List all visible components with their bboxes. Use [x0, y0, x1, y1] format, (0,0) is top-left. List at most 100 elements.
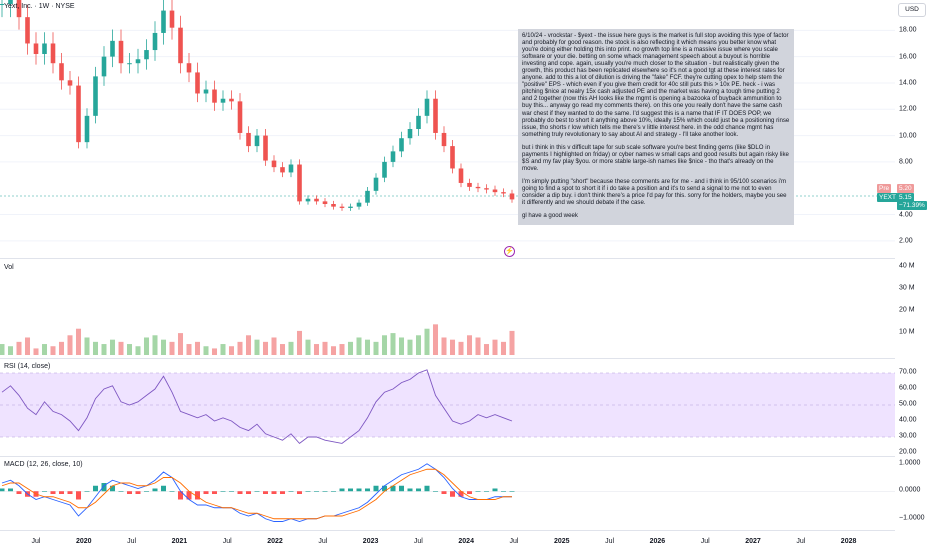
price-candle — [331, 204, 336, 207]
time-axis[interactable]: Jul 2020 Jul 2021 Jul 2022 Jul 2023 Jul 2024 Jul 20… — [0, 530, 895, 551]
macd-chart[interactable] — [0, 457, 895, 531]
volume-bar — [41, 344, 48, 355]
macd-histogram-bar — [237, 491, 243, 494]
macd-histogram-bar — [424, 485, 430, 492]
time-month-label: Jul — [222, 538, 232, 545]
macd-histogram-bar — [449, 491, 456, 497]
price-candle — [356, 202, 362, 207]
ticker-label: YEXT — [879, 194, 896, 201]
price-tick-label: 2.00 — [899, 237, 913, 245]
macd-tick-label: −1.0000 — [899, 514, 925, 522]
macd-histogram-bar — [373, 485, 379, 492]
rsi-tick-label: 40.00 — [899, 416, 917, 424]
currency-button[interactable]: USD — [898, 3, 926, 17]
macd-histogram-bar — [186, 491, 192, 500]
macd-pane[interactable]: MACD (12, 26, close, 10) — [0, 456, 895, 531]
volume-tick-label: 20 M — [899, 306, 915, 314]
time-month-label: Jul — [700, 538, 710, 545]
price-candle — [348, 206, 353, 208]
rsi-pane[interactable]: RSI (14, close) — [0, 358, 895, 457]
macd-histogram-bar — [211, 491, 218, 494]
volume-bar — [424, 328, 430, 355]
price-candle — [212, 89, 217, 103]
rsi-axis[interactable]: 70.00 60.00 50.00 40.00 30.00 20.00 — [895, 358, 932, 456]
price-candle — [254, 135, 260, 147]
rsi-tick-label: 20.00 — [899, 448, 917, 456]
time-year-label: 2022 — [267, 538, 283, 545]
macd-histogram-bar — [271, 491, 277, 494]
price-chart[interactable] — [0, 0, 895, 258]
volume-bar — [432, 324, 439, 355]
price-candle — [450, 146, 455, 169]
volume-bar — [33, 348, 39, 355]
macd-histogram-bar — [279, 491, 286, 494]
macd-histogram-bar — [152, 488, 158, 492]
pre-price-badge: 5.20 — [897, 184, 914, 193]
volume-bar — [449, 339, 456, 355]
price-candle — [84, 115, 90, 143]
price-candle — [365, 190, 370, 203]
rsi-label: RSI (14, close) — [4, 363, 51, 370]
macd-histogram-bar — [84, 491, 90, 492]
price-candle — [297, 164, 302, 202]
price-candle — [314, 198, 319, 202]
price-candle — [501, 192, 506, 194]
volume-label: Vol — [4, 264, 14, 271]
price-candle — [339, 206, 345, 208]
rsi-chart[interactable] — [0, 359, 895, 457]
volume-bar — [356, 337, 362, 355]
price-candle — [76, 85, 81, 143]
macd-histogram-bar — [313, 491, 320, 492]
macd-histogram-bar — [356, 488, 362, 492]
volume-bar — [50, 346, 56, 355]
macd-label: MACD (12, 26, close, 10) — [4, 461, 83, 468]
idea-note[interactable]: 6/10/24 - vrockstar - $yext - the issue … — [518, 29, 794, 225]
price-candle — [399, 138, 404, 152]
volume-bar — [177, 333, 184, 355]
symbol-title: Yext, Inc. · 1W · NYSE — [4, 3, 75, 10]
price-candle — [33, 43, 39, 54]
price-candle — [135, 59, 141, 64]
macd-histogram-bar — [135, 491, 141, 494]
change-percent: −71.39% — [899, 202, 925, 209]
macd-histogram-bar — [347, 488, 354, 492]
price-tick-label: 12.00 — [899, 105, 917, 113]
volume-bar — [203, 346, 209, 355]
macd-histogram-bar — [58, 491, 65, 494]
time-year-label: 2026 — [649, 538, 666, 545]
price-candle — [475, 186, 481, 189]
macd-histogram-bar — [177, 491, 184, 500]
price-pane[interactable]: Yext, Inc. · 1W · NYSE — [0, 0, 895, 258]
volume-bar — [441, 337, 447, 355]
price-candle — [229, 98, 234, 102]
price-candle — [186, 63, 192, 73]
macd-histogram-bar — [322, 491, 328, 492]
note-paragraph-3: I'm simply putting "short" because these… — [522, 177, 787, 207]
time-month-label: Jul — [605, 538, 615, 545]
time-month-label: Jul — [796, 538, 806, 545]
macd-histogram-bar — [41, 491, 48, 492]
macd-histogram-bar — [262, 491, 269, 494]
volume-bar — [347, 341, 354, 355]
volume-bar — [169, 341, 175, 355]
macd-axis[interactable]: 1.0000 0.0000 −1.0000 — [895, 456, 932, 530]
volume-bar — [24, 337, 31, 355]
volume-bar — [271, 337, 277, 355]
note-paragraph-1: 6/10/24 - vrockstar - $yext - the issue … — [522, 32, 790, 138]
price-candle — [433, 98, 438, 133]
price-candle — [67, 80, 73, 86]
lightning-icon[interactable]: ⚡ — [504, 246, 515, 257]
macd-histogram-bar — [245, 491, 252, 494]
volume-chart[interactable] — [0, 259, 895, 359]
rsi-tick-label: 30.00 — [899, 432, 917, 440]
volume-bar — [109, 339, 116, 355]
price-candle — [458, 168, 464, 183]
macd-histogram-bar — [288, 491, 294, 492]
price-candle — [390, 151, 396, 162]
volume-bar — [220, 344, 226, 355]
macd-histogram-bar — [390, 485, 396, 492]
volume-pane[interactable]: Vol — [0, 258, 895, 359]
volume-axis[interactable]: 40 M 30 M 20 M 10 M — [895, 258, 932, 358]
time-month-label: Jul — [31, 538, 41, 545]
price-axis[interactable]: 18.00 16.00 14.00 12.00 10.00 8.00 4.00 2.00 — [895, 0, 932, 258]
